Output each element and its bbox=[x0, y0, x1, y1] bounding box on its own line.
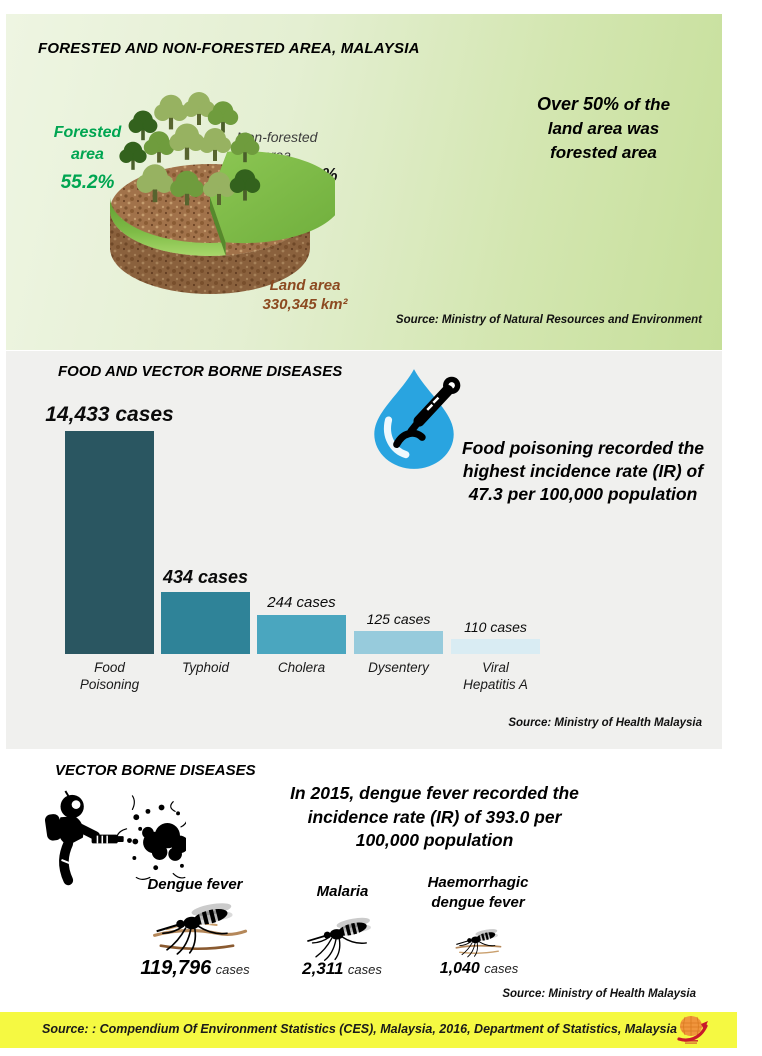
forested-label-line2: area bbox=[71, 146, 104, 163]
bar-column-dysentery: 125 cases Dysentery bbox=[354, 351, 443, 675]
forested-percent: 55.2% bbox=[60, 172, 115, 193]
dengue-count: 119,796 bbox=[140, 957, 212, 979]
thermometer-icon bbox=[393, 376, 461, 449]
bar-column-cholera: 244 cases Cholera bbox=[257, 351, 346, 675]
tree-icon bbox=[136, 164, 174, 203]
malaria-unit: cases bbox=[347, 962, 382, 977]
stat-label-haemorrhagic: Haemorrhagic dengue fever bbox=[427, 874, 529, 911]
dengue-unit: cases bbox=[215, 962, 250, 977]
tree-icon bbox=[203, 172, 235, 205]
food-source: Source: Ministry of Health Malaysia bbox=[508, 717, 702, 729]
bar-value-label: 110 cases bbox=[464, 619, 527, 635]
tree-icon bbox=[154, 94, 188, 130]
highlight-line2: land area was bbox=[547, 119, 660, 138]
bar-column-viral-hepatitis-a: 110 cases Viral Hepatitis A bbox=[451, 351, 540, 692]
drop-highlight bbox=[384, 416, 410, 459]
land-area-title: Land area bbox=[269, 277, 341, 294]
trees-group bbox=[119, 92, 261, 206]
stat-value-haemorrhagic: 1,040 cases bbox=[408, 960, 550, 978]
vector-note-line2: incidence rate (IR) of 393.0 per bbox=[307, 806, 562, 827]
forested-area-label: Forested area 55.2% bbox=[30, 122, 145, 194]
mosquito-icon-dengue bbox=[153, 900, 248, 955]
food-note-line3: 47.3 per 100,000 population bbox=[468, 484, 698, 504]
bar-category-label: Dysentery bbox=[368, 660, 429, 675]
footer: Source: : Compendium Of Environment Stat… bbox=[0, 1012, 737, 1048]
bar-category-label: Food Poisoning bbox=[79, 660, 140, 692]
tree-icon bbox=[143, 131, 175, 163]
smoke-cloud bbox=[127, 804, 186, 871]
bar-value-label: 244 cases bbox=[267, 594, 336, 611]
statistics-department-logo bbox=[677, 1016, 708, 1044]
footer-source: Source: : Compendium Of Environment Stat… bbox=[42, 1022, 677, 1036]
food-section-title: FOOD AND VECTOR BORNE DISEASES bbox=[58, 363, 343, 380]
forest-section-title: FORESTED AND NON-FORESTED AREA, MALAYSIA bbox=[38, 40, 420, 57]
bar-column-food-poisoning: 14,433 cases Food Poisoning bbox=[45, 351, 173, 692]
stat-value-dengue: 119,796 cases bbox=[105, 957, 285, 980]
bar-category-label: Cholera bbox=[277, 660, 326, 675]
tree-icon bbox=[230, 132, 260, 163]
bar-value-label: 14,433 cases bbox=[45, 403, 174, 426]
malaria-count: 2,311 bbox=[302, 959, 344, 978]
bar-value-label: 125 cases bbox=[366, 611, 431, 627]
vector-note: In 2015, dengue fever recorded the incid… bbox=[252, 782, 617, 853]
tree-icon bbox=[169, 123, 205, 160]
bar-value-label: 434 cases bbox=[162, 567, 249, 587]
stat-value-malaria: 2,311 cases bbox=[272, 959, 412, 979]
green-rim bbox=[110, 197, 226, 256]
bar-dysentery bbox=[354, 631, 443, 654]
forest-highlight-text: Over 50% of the land area was forested a… bbox=[501, 92, 706, 165]
vector-section-title: VECTOR BORNE DISEASES bbox=[55, 762, 256, 779]
highlight-line3: forested area bbox=[550, 143, 657, 162]
smoke-squiggles bbox=[116, 795, 186, 880]
vector-note-line1: In 2015, dengue fever recorded the bbox=[290, 783, 579, 803]
forested-label-line1: Forested bbox=[53, 124, 122, 141]
vector-source: Source: Ministry of Health Malaysia bbox=[502, 988, 696, 1000]
stat-label-dengue: Dengue fever bbox=[147, 876, 243, 893]
bar-category-label: Typhoid bbox=[181, 660, 230, 675]
tree-icon bbox=[128, 110, 158, 141]
vector-note-line3: 100,000 population bbox=[355, 830, 514, 850]
tree-icon bbox=[229, 169, 261, 201]
tree-icon bbox=[207, 101, 239, 133]
green-cut-face bbox=[210, 197, 226, 256]
tree-icon bbox=[170, 170, 204, 206]
nonforested-label-line1: Non-forested bbox=[236, 129, 318, 145]
mosquito-icon-haemorrhagic bbox=[455, 927, 502, 958]
haemorrhagic-count: 1,040 bbox=[439, 960, 480, 977]
water-drop-icon bbox=[374, 369, 461, 469]
bar-food-poisoning bbox=[65, 431, 154, 654]
soil-side bbox=[110, 210, 310, 294]
forest-pie-chart bbox=[110, 92, 335, 294]
tree-icon bbox=[119, 141, 147, 170]
food-note-line2: highest incidence rate (IR) of bbox=[462, 461, 704, 481]
mosquito-icon-malaria bbox=[306, 915, 372, 962]
highlight-bold: Over 50% bbox=[536, 94, 620, 114]
highlight-rest: of the bbox=[623, 95, 671, 114]
forested-slice bbox=[210, 151, 335, 244]
bar-category-label: Viral Hepatitis A bbox=[463, 660, 528, 692]
stat-label-malaria: Malaria bbox=[316, 883, 369, 900]
tree-icon bbox=[199, 128, 231, 161]
bar-cholera bbox=[257, 615, 346, 654]
land-area-label: Land area 330,345 km² bbox=[229, 276, 381, 314]
haemorrhagic-unit: cases bbox=[484, 961, 519, 976]
forest-source: Source: Ministry of Natural Resources an… bbox=[395, 314, 702, 326]
bar-column-typhoid: 434 cases Typhoid bbox=[161, 351, 250, 675]
land-area-value: 330,345 km² bbox=[262, 296, 348, 313]
bar-typhoid bbox=[161, 592, 250, 654]
forest-panel: FORESTED AND NON-FORESTED AREA, MALAYSIA… bbox=[6, 14, 722, 350]
bar-viral-hepatitis-a bbox=[451, 639, 540, 654]
fogger-icon bbox=[45, 790, 186, 886]
food-note: Food poisoning recorded the highest inci… bbox=[418, 437, 748, 506]
food-panel: FOOD AND VECTOR BORNE DISEASES Food pois… bbox=[6, 351, 722, 749]
food-note-line1: Food poisoning recorded the bbox=[461, 438, 705, 458]
